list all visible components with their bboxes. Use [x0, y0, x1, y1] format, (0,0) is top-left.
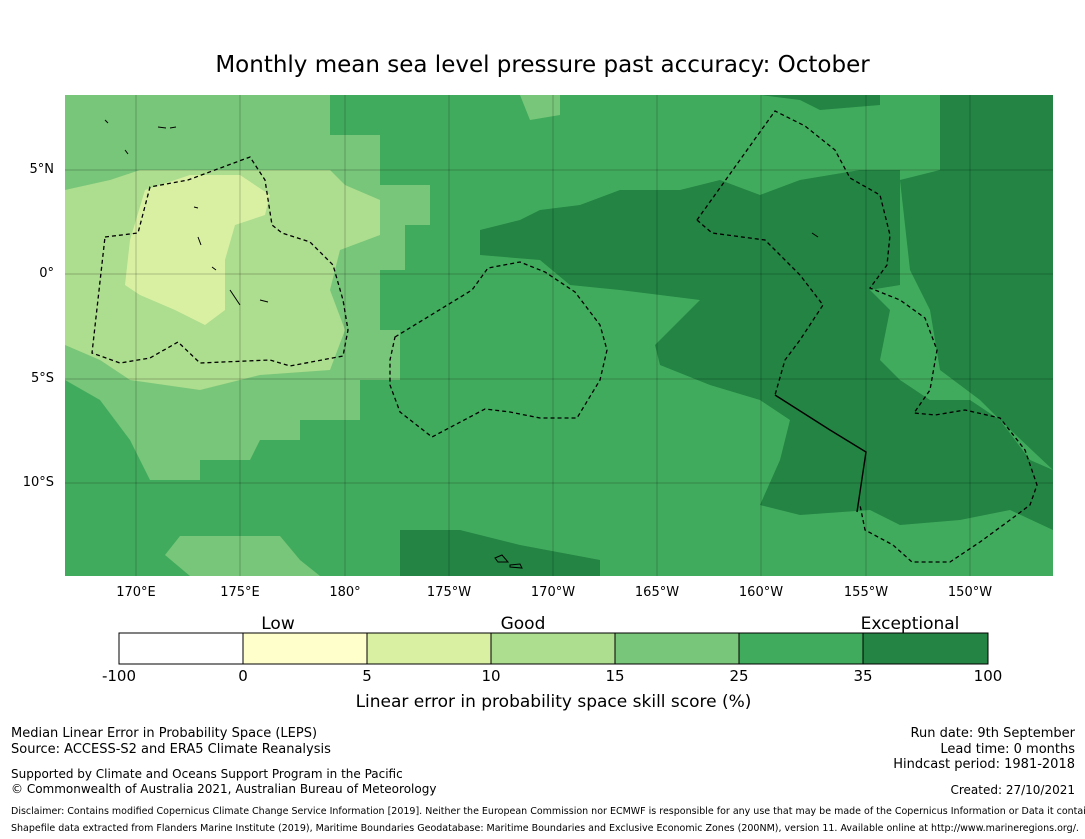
colorbar-tick: 0 [238, 667, 248, 685]
x-tick-label: 175°E [220, 585, 260, 600]
eez-boundary-tuvalu-kiribati-west [91, 156, 349, 367]
colorbar-tick: -100 [101, 667, 137, 685]
solid-boundary [774, 394, 867, 513]
page-title: Monthly mean sea level pressure past acc… [215, 52, 870, 78]
footer-hindcast-period: Hindcast period: 1981-2018 [893, 757, 1075, 772]
footer-shapefile-credit: Shapefile data extracted from Flanders M… [11, 823, 1079, 834]
x-tick-label: 160°W [738, 585, 784, 600]
footer-method: Median Linear Error in Probability Space… [11, 726, 318, 741]
island-outline-3 [157, 126, 177, 129]
colorbar-tick: 5 [362, 667, 372, 685]
island-outline-4 [193, 206, 217, 271]
region-15-25-top [520, 95, 560, 120]
colorbar-tick: 25 [729, 667, 749, 685]
footer-created-date: Created: 27/10/2021 [950, 783, 1075, 797]
colorbar-tick: 100 [973, 667, 1003, 685]
footer-run-date: Run date: 9th September [910, 726, 1075, 741]
footer-disclaimer: Disclaimer: Contains modified Copernicus… [11, 806, 1085, 817]
y-tick-label: 5°S [30, 371, 54, 386]
colorbar-segment-0-5 [243, 633, 367, 664]
colorbar-tick: 35 [853, 667, 873, 685]
eez-boundary-line-inner [696, 219, 824, 396]
island-outline-2 [509, 563, 523, 569]
y-tick-label: 5°N [29, 162, 55, 177]
x-tick-label: 180° [329, 585, 361, 600]
colorbar-category-exceptional: Exceptional [860, 614, 960, 634]
colorbar-segment-35-100 [863, 633, 988, 664]
gridlines [65, 95, 1053, 576]
region-35-100-east [900, 95, 1053, 470]
region-35-100-bottom [400, 530, 600, 576]
eez-boundaries [91, 110, 1038, 563]
y-tick-label: 0° [39, 266, 54, 281]
region-5-10 [125, 175, 270, 325]
x-tick-label: 170°W [530, 585, 576, 600]
x-tick-label: 175°W [426, 585, 472, 600]
colorbar-category-low: Low [261, 614, 295, 634]
island-outline-7 [104, 119, 129, 155]
x-tick-label: 165°W [634, 585, 680, 600]
colorbar-segment-15-25 [615, 633, 739, 664]
colorbar [118, 632, 989, 665]
island-outline-6 [811, 232, 819, 238]
colorbar-label: Linear error in probability space skill … [355, 692, 752, 712]
region-35-100-top [760, 95, 880, 110]
footer-lead-time: Lead time: 0 months [940, 742, 1075, 757]
region-35-100-central [480, 170, 1053, 530]
x-tick-label: 150°W [947, 585, 993, 600]
x-tick-label: 170°E [116, 585, 156, 600]
y-tick-label: 10°S [22, 475, 54, 490]
footer-source: Source: ACCESS-S2 and ERA5 Climate Reana… [11, 742, 331, 757]
region-15-25-south [165, 536, 320, 576]
island-outline-1 [494, 554, 510, 563]
footer-support: Supported by Climate and Oceans Support … [11, 767, 403, 781]
colorbar-tick: 15 [605, 667, 625, 685]
colorbar-tick: 10 [481, 667, 501, 685]
eez-boundary-tokelau [389, 261, 608, 438]
x-tick-label: 155°W [843, 585, 889, 600]
islands [104, 119, 819, 569]
footer-copyright: © Commonwealth of Australia 2021, Austra… [11, 782, 437, 796]
island-outline-5 [229, 289, 269, 306]
colorbar-segment-neg100-0 [119, 633, 243, 664]
colorbar-segment-25-35 [739, 633, 863, 664]
colorbar-segment-5-10 [367, 633, 491, 664]
colorbar-category-good: Good [500, 614, 546, 634]
colorbar-segment-10-15 [491, 633, 615, 664]
skill-regions [65, 95, 1053, 576]
